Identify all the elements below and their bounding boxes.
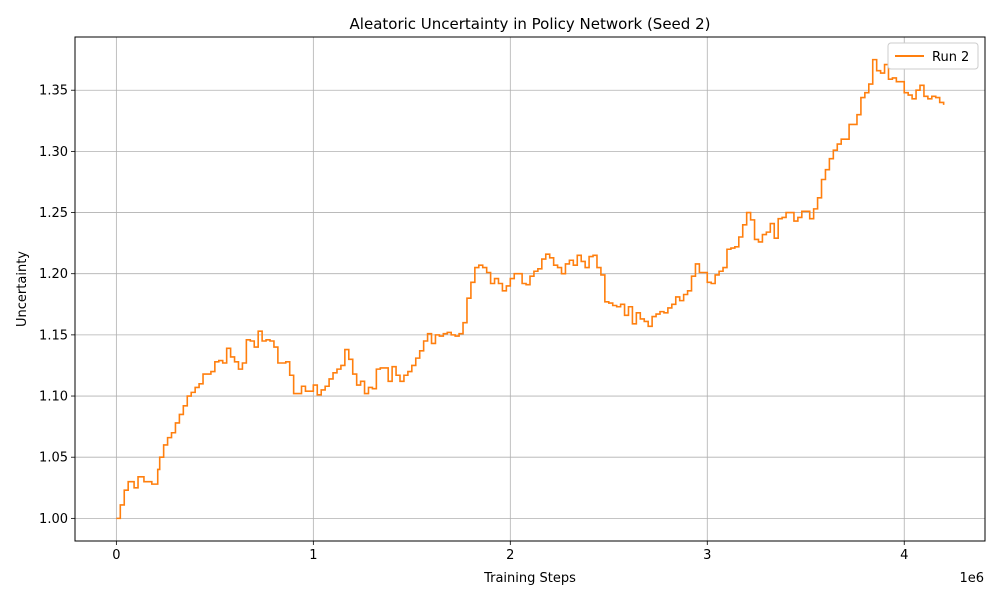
x-tick-label: 0 bbox=[112, 548, 120, 563]
y-tick-label: 1.00 bbox=[39, 512, 68, 527]
y-tick-label: 1.30 bbox=[39, 145, 68, 160]
x-axis-label: Training Steps bbox=[483, 571, 576, 586]
y-tick-label: 1.15 bbox=[39, 328, 68, 343]
y-tick-label: 1.20 bbox=[39, 267, 68, 282]
series-lines bbox=[116, 58, 945, 520]
y-axis-ticks: 1.00 1.05 1.10 1.15 1.20 1.25 1.30 1.35 bbox=[39, 84, 75, 527]
grid-lines bbox=[75, 37, 985, 541]
legend-label-run-2: Run 2 bbox=[932, 50, 969, 65]
x-tick-label: 3 bbox=[703, 548, 711, 563]
y-axis-label: Uncertainty bbox=[15, 251, 30, 327]
x-axis-ticks: 0 1 2 3 4 bbox=[112, 541, 908, 563]
x-tick-label: 4 bbox=[900, 548, 908, 563]
legend-box bbox=[887, 42, 979, 70]
x-tick-label: 2 bbox=[506, 548, 514, 563]
series-line-run-2 bbox=[116, 58, 945, 520]
y-tick-label: 1.25 bbox=[39, 206, 68, 221]
x-tick-label: 1 bbox=[309, 548, 317, 563]
legend: Run 2 bbox=[887, 42, 979, 70]
y-tick-label: 1.35 bbox=[39, 84, 68, 99]
y-tick-label: 1.10 bbox=[39, 390, 68, 405]
y-tick-label: 1.05 bbox=[39, 451, 68, 466]
chart-title: Aleatoric Uncertainty in Policy Network … bbox=[350, 15, 711, 33]
plot-area-frame bbox=[74, 36, 986, 542]
x-axis-offset-label: 1e6 bbox=[959, 571, 984, 586]
